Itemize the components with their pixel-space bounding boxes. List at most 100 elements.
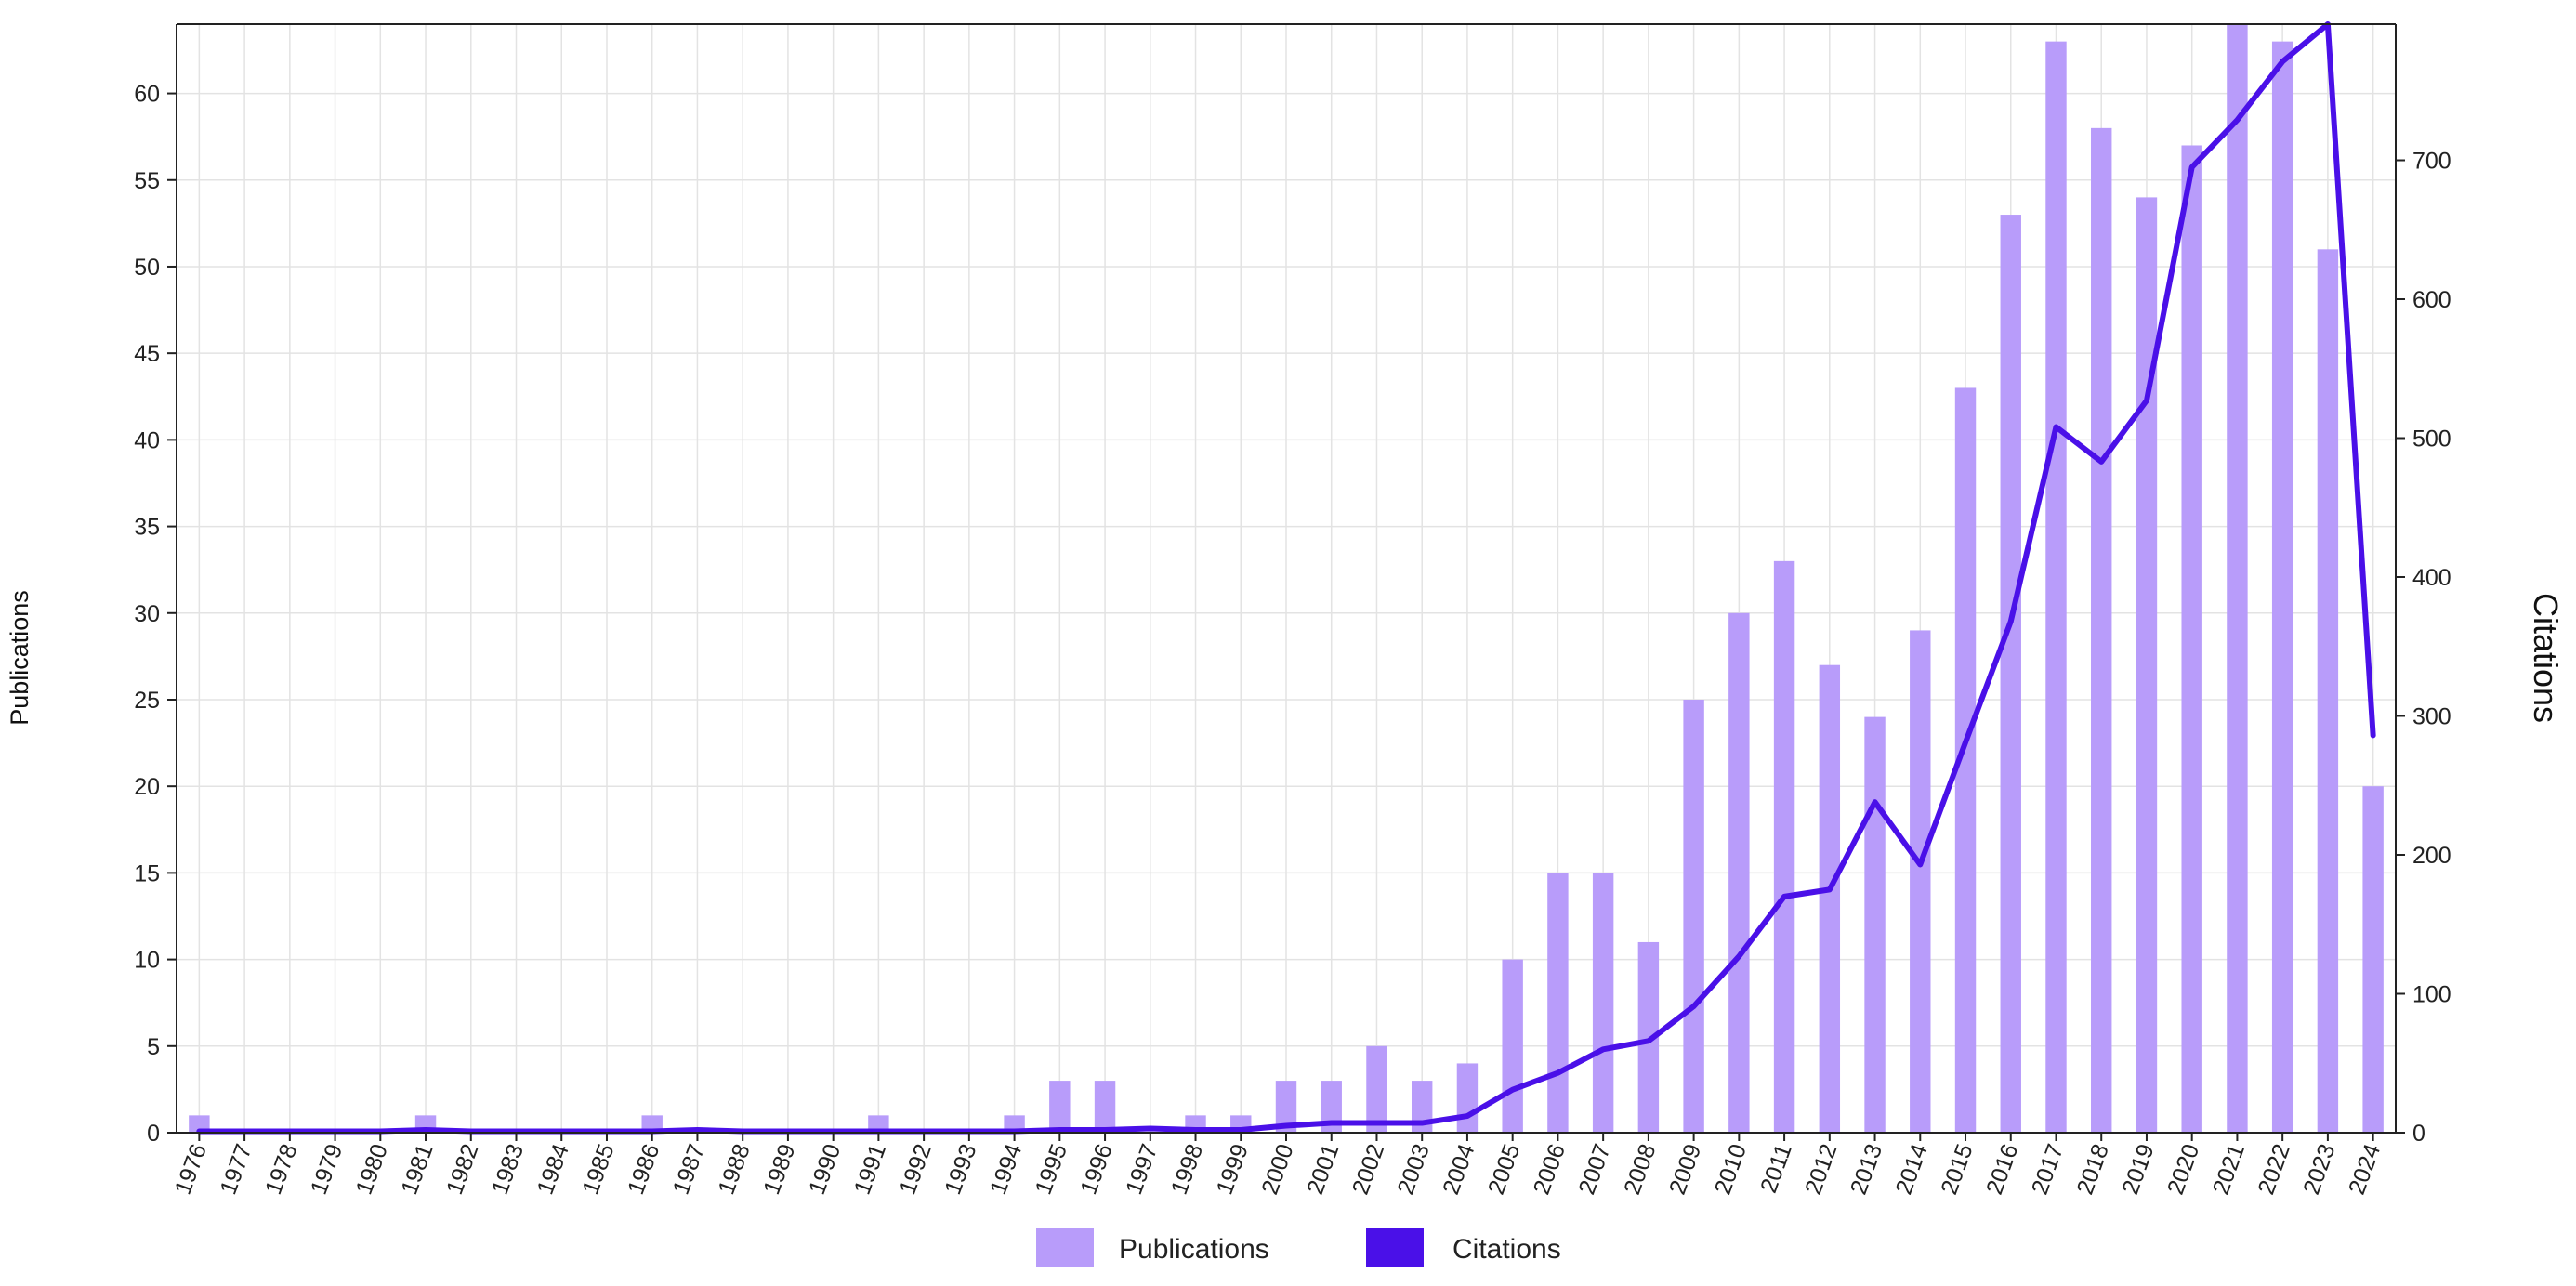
right-tick-label: 200 (2412, 843, 2451, 869)
left-tick-label: 60 (134, 82, 160, 108)
x-tick-label: 1986 (623, 1140, 664, 1198)
x-tick-label: 1987 (668, 1140, 710, 1198)
x-tick-label: 2022 (2253, 1140, 2294, 1198)
legend[interactable]: Publications Citations (1036, 1228, 1561, 1267)
x-tick-label: 1979 (306, 1140, 348, 1198)
right-tick-label: 0 (2412, 1121, 2425, 1147)
x-tick-label: 1976 (170, 1140, 212, 1198)
left-tick-label: 30 (134, 601, 160, 627)
left-tick-label: 40 (134, 427, 160, 453)
left-axis-title: Publications (6, 590, 33, 726)
x-tick-label: 1981 (396, 1140, 438, 1198)
publication-bar (2000, 215, 2021, 1133)
left-tick-label: 25 (134, 688, 160, 714)
x-tick-label: 2016 (1981, 1140, 2023, 1198)
publication-bar (1049, 1081, 1071, 1133)
x-tick-label: 1990 (804, 1140, 846, 1198)
publication-bar (1864, 716, 1886, 1133)
x-tick-label: 2019 (2117, 1140, 2159, 1198)
x-tick-label: 2018 (2072, 1140, 2114, 1198)
left-tick-label: 45 (134, 341, 160, 367)
x-tick-label: 1993 (940, 1140, 981, 1198)
x-tick-label: 1985 (577, 1140, 619, 1198)
publication-bar (189, 1115, 210, 1133)
publication-bar (2181, 145, 2202, 1133)
x-tick-label: 2009 (1664, 1140, 1706, 1198)
x-tick-label: 2024 (2344, 1140, 2385, 1198)
x-tick-label: 1996 (1075, 1140, 1117, 1198)
legend-label-publications: Publications (1119, 1234, 1269, 1265)
x-tick-label: 1983 (487, 1140, 529, 1198)
legend-label-citations: Citations (1452, 1234, 1561, 1265)
legend-item-citations[interactable]: Citations (1366, 1228, 1561, 1267)
x-tick-label: 1995 (1031, 1140, 1072, 1198)
x-tick-label: 1991 (849, 1140, 891, 1198)
x-tick-label: 2001 (1302, 1140, 1344, 1198)
x-tick-label: 2021 (2208, 1140, 2250, 1198)
x-tick-label: 2010 (1710, 1140, 1752, 1198)
x-tick-label: 1999 (1212, 1140, 1254, 1198)
publication-bar (1456, 1063, 1479, 1133)
x-tick-label: 1982 (441, 1140, 483, 1198)
x-tick-label: 1992 (894, 1140, 936, 1198)
left-tick-label: 0 (147, 1121, 160, 1147)
right-tick-label: 600 (2412, 287, 2451, 313)
publication-bar (2045, 41, 2067, 1133)
publication-bar (2317, 249, 2339, 1133)
x-tick-label: 1994 (985, 1140, 1027, 1198)
x-tick-label: 2002 (1347, 1140, 1389, 1198)
legend-swatch-citations (1366, 1228, 1424, 1267)
x-tick-label: 2013 (1846, 1140, 1887, 1198)
x-tick-label: 2004 (1438, 1140, 1479, 1198)
publications-bars (189, 24, 2384, 1133)
x-tick-label: 1988 (713, 1140, 755, 1198)
x-tick-label: 1977 (215, 1140, 256, 1198)
publication-bar (1637, 941, 1660, 1133)
x-tick-label: 2017 (2027, 1140, 2069, 1198)
right-axis-title: Citations (2527, 593, 2565, 723)
left-tick-label: 55 (134, 168, 160, 194)
left-tick-label: 50 (134, 255, 160, 281)
left-axis: 0 5 10 15 20 25 30 35 40 45 50 55 60 (134, 82, 177, 1147)
legend-item-publications[interactable]: Publications (1036, 1228, 1269, 1267)
publication-bar (1275, 1081, 1297, 1133)
publication-bar (2136, 197, 2158, 1133)
left-tick-label: 35 (134, 515, 160, 541)
left-tick-label: 20 (134, 774, 160, 800)
publication-bar (1954, 387, 1977, 1133)
right-axis: 0 100 200 300 400 500 600 700 (2396, 149, 2451, 1147)
publication-bar (1728, 612, 1750, 1133)
right-tick-label: 100 (2412, 982, 2451, 1008)
publication-bar (1094, 1081, 1116, 1133)
publication-bar (2271, 41, 2293, 1133)
legend-swatch-publications (1036, 1228, 1094, 1267)
x-tick-label: 2015 (1936, 1140, 1978, 1198)
x-tick-label: 2023 (2298, 1140, 2340, 1198)
x-tick-label: 1984 (532, 1140, 574, 1198)
x-axis: 1976 1977 1978 1979 1980 1981 1982 1983 1984 1985… (170, 1133, 2385, 1198)
publication-bar (1592, 873, 1614, 1133)
x-tick-label: 2003 (1393, 1140, 1435, 1198)
publication-bar (1910, 630, 1931, 1133)
x-tick-label: 2011 (1755, 1140, 1797, 1196)
publication-bar (1819, 664, 1841, 1133)
x-tick-label: 2005 (1483, 1140, 1525, 1198)
publication-bar (2227, 24, 2248, 1133)
right-tick-label: 500 (2412, 426, 2451, 453)
x-tick-label: 1997 (1121, 1140, 1163, 1198)
x-tick-label: 1980 (351, 1140, 393, 1198)
publication-bar (2362, 786, 2384, 1133)
left-tick-label: 15 (134, 860, 160, 886)
x-tick-label: 1978 (260, 1140, 302, 1198)
publication-bar (1683, 699, 1704, 1133)
publication-bar (1321, 1081, 1342, 1133)
publication-bar (868, 1115, 889, 1133)
x-tick-label: 2008 (1619, 1140, 1661, 1198)
x-tick-label: 1989 (758, 1140, 800, 1198)
right-tick-label: 700 (2412, 149, 2451, 175)
publication-bar (1773, 560, 1795, 1133)
x-tick-label: 2020 (2162, 1140, 2204, 1198)
right-tick-label: 400 (2412, 565, 2451, 591)
x-tick-label: 2012 (1800, 1140, 1842, 1198)
